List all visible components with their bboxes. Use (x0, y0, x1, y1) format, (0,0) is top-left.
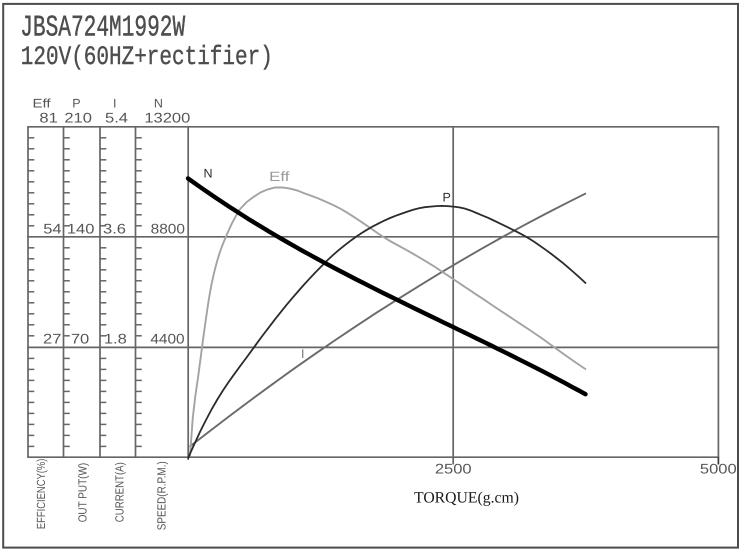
svg-text:EFFICIENCY(%): EFFICIENCY(%) (34, 459, 48, 530)
svg-text:TORQUE(g.cm): TORQUE(g.cm) (414, 490, 519, 507)
svg-text:Eff: Eff (32, 97, 51, 111)
svg-text:I: I (113, 97, 116, 111)
svg-text:N: N (154, 97, 163, 111)
svg-text:P: P (443, 191, 451, 205)
svg-text:120V(60HZ+rectifier): 120V(60HZ+rectifier) (21, 42, 273, 72)
svg-text:N: N (204, 166, 213, 180)
svg-text:3.6: 3.6 (103, 220, 126, 236)
svg-text:4400: 4400 (150, 331, 184, 347)
svg-text:OUT PUT(W): OUT PUT(W) (76, 463, 90, 523)
svg-text:54: 54 (43, 220, 62, 236)
svg-text:13200: 13200 (144, 110, 190, 126)
svg-text:SPEED(R.P.M.): SPEED(R.P.M.) (155, 461, 169, 530)
svg-text:CURRENT(A): CURRENT(A) (112, 462, 126, 522)
svg-text:70: 70 (71, 331, 90, 347)
svg-text:210: 210 (64, 110, 92, 126)
svg-text:Eff: Eff (269, 169, 290, 184)
svg-text:5000: 5000 (700, 461, 737, 477)
svg-text:140: 140 (67, 220, 95, 236)
svg-text:5.4: 5.4 (105, 110, 128, 126)
svg-text:8800: 8800 (151, 220, 185, 236)
svg-text:JBSA724M1992W: JBSA724M1992W (20, 12, 185, 46)
svg-text:81: 81 (39, 110, 58, 126)
svg-text:27: 27 (43, 331, 62, 347)
svg-text:1.8: 1.8 (104, 331, 127, 347)
svg-text:I: I (301, 347, 304, 361)
svg-text:2500: 2500 (435, 461, 472, 477)
svg-text:P: P (72, 97, 80, 111)
